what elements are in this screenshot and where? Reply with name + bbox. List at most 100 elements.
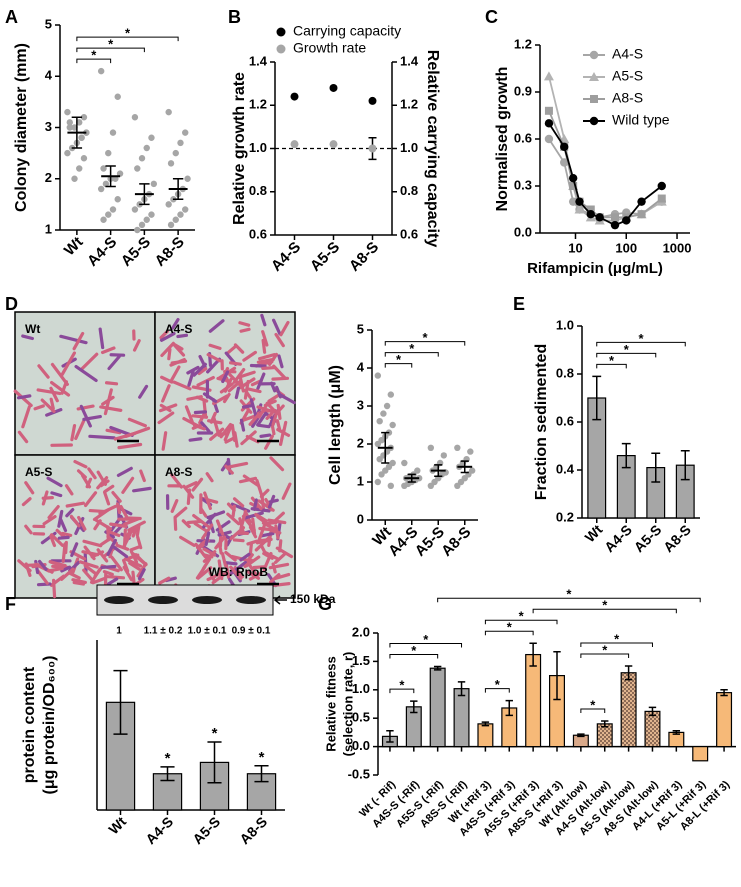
cell — [24, 481, 35, 495]
data-point — [114, 93, 121, 100]
cell — [261, 330, 269, 347]
cell — [99, 405, 123, 412]
x-tick-label: A4-S — [385, 524, 421, 560]
micrograph-label: A5-S — [25, 465, 52, 479]
cell — [219, 382, 234, 394]
y-tick-label: 1.0 — [556, 317, 574, 332]
cell — [41, 490, 49, 506]
cell — [269, 381, 277, 393]
blot-band — [236, 596, 266, 604]
data-point — [329, 140, 338, 149]
cell — [68, 571, 81, 580]
significance-bracket — [596, 363, 627, 369]
cell — [191, 477, 204, 492]
x-tick-label: A4-S — [601, 521, 635, 555]
data-point — [543, 71, 554, 81]
cell — [223, 560, 238, 566]
data-point — [401, 459, 408, 467]
cell — [46, 476, 63, 488]
cell — [72, 331, 85, 351]
cell — [112, 545, 129, 559]
cell — [111, 491, 122, 503]
cell — [138, 384, 149, 399]
cell — [252, 565, 266, 570]
cell — [132, 486, 152, 493]
cell — [239, 552, 251, 562]
data-point — [165, 108, 172, 116]
error-bar — [407, 473, 416, 483]
cell — [221, 370, 230, 384]
x-tick-label: A5-S — [118, 234, 154, 270]
significance-bracket — [389, 654, 439, 659]
y-tick-label: 4 — [357, 359, 365, 374]
cell — [272, 364, 287, 380]
data-point — [143, 216, 150, 223]
cell — [105, 428, 122, 435]
error-bar — [505, 699, 513, 717]
cell — [217, 559, 224, 581]
error-bar — [386, 729, 394, 743]
cell — [232, 367, 246, 384]
cell — [232, 538, 245, 543]
cell — [24, 524, 33, 535]
cell — [272, 318, 282, 336]
y-tick-label: 0.8 — [400, 183, 418, 198]
data-point — [131, 206, 139, 213]
blot-size: 150 kDa — [290, 592, 336, 606]
cell — [173, 515, 178, 531]
error-bar — [172, 178, 184, 200]
data-point — [64, 108, 71, 116]
significance-label: * — [507, 620, 513, 635]
legend-label: Carrying capacity — [293, 23, 401, 39]
significance-label: * — [602, 642, 608, 657]
y-tick-label: 1.0 — [249, 140, 267, 155]
cell — [82, 568, 96, 584]
cell — [277, 354, 284, 369]
cell — [279, 320, 290, 337]
cell — [159, 329, 169, 340]
significance-bracket — [596, 341, 686, 347]
cell — [204, 531, 211, 547]
cell — [132, 552, 146, 565]
error-bar — [720, 689, 728, 697]
y-tick-label: 0.2 — [556, 509, 574, 524]
data-point — [329, 83, 338, 92]
y-tick-label: 0 — [357, 511, 364, 526]
cell — [128, 561, 141, 571]
cell — [257, 423, 271, 429]
cell — [270, 582, 291, 588]
significance-label: * — [165, 750, 171, 767]
cell — [201, 557, 212, 571]
data-point — [172, 216, 179, 223]
cell — [88, 434, 116, 440]
cell — [239, 509, 248, 530]
cell — [261, 338, 267, 354]
cell — [50, 362, 69, 386]
bar — [644, 710, 661, 748]
cell — [158, 576, 171, 585]
cell — [79, 404, 92, 428]
data-point — [71, 124, 78, 131]
cell — [107, 355, 121, 371]
lane-label: 1.1 ± 0.2 — [144, 626, 183, 637]
y-tick-label: 0.6 — [514, 130, 532, 145]
significance-bracket — [580, 642, 653, 647]
cell — [113, 431, 137, 441]
cell — [256, 357, 275, 364]
y-tick-label: 0.4 — [556, 461, 575, 476]
legend-marker — [276, 44, 286, 54]
cell — [241, 414, 258, 422]
cell — [196, 375, 215, 387]
data-point — [165, 201, 172, 208]
error-bar — [621, 442, 631, 469]
significance-bracket — [532, 608, 677, 614]
cell — [102, 490, 111, 506]
cell — [245, 434, 260, 444]
y-tick-label: 0.8 — [249, 183, 267, 198]
legend-label: A8-S — [612, 90, 643, 106]
cell — [192, 362, 207, 377]
significance-bracket — [76, 58, 112, 64]
data-point — [657, 181, 666, 191]
data-point — [589, 72, 599, 81]
cell — [33, 404, 45, 411]
